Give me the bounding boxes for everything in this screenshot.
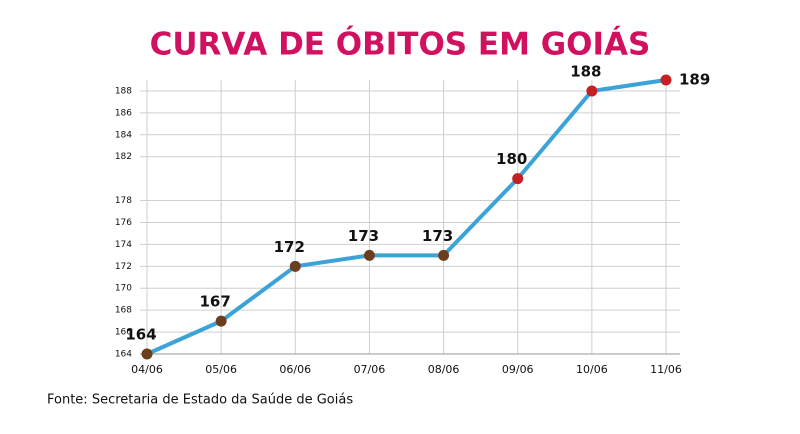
y-tick-label: 186 (115, 108, 132, 118)
data-label: 189 (679, 71, 710, 89)
y-tick-label: 178 (115, 196, 132, 206)
data-label: 164 (125, 326, 156, 344)
y-tick-label: 188 (115, 86, 132, 96)
x-tick-label: 06/06 (279, 363, 311, 376)
y-tick-label: 166 (115, 328, 132, 338)
y-tick-label: 168 (115, 306, 132, 316)
data-point (141, 348, 153, 360)
y-tick-label: 174 (115, 240, 132, 250)
chart-title: CURVA DE ÓBITOS EM GOIÁS (150, 26, 651, 63)
y-tick-label: 176 (115, 218, 132, 228)
x-tick-label: 04/06 (131, 363, 163, 376)
x-tick-label: 11/06 (650, 363, 682, 376)
data-point (438, 249, 450, 261)
data-point (660, 74, 672, 86)
data-point (586, 85, 598, 97)
data-label: 167 (199, 293, 230, 311)
data-label: 173 (422, 227, 453, 245)
data-label: 172 (274, 238, 305, 256)
source-note: Fonte: Secretaria de Estado da Saúde de … (47, 393, 353, 408)
x-tick-label: 10/06 (576, 363, 608, 376)
data-point (289, 260, 301, 272)
data-point (215, 315, 227, 327)
y-tick-label: 184 (115, 130, 132, 140)
y-tick-label: 182 (115, 152, 132, 162)
y-tick-label: 172 (115, 262, 132, 272)
x-tick-label: 05/06 (205, 363, 237, 376)
data-label: 180 (496, 150, 527, 168)
data-label: 173 (348, 227, 379, 245)
data-point (363, 249, 375, 261)
data-point (512, 173, 524, 185)
x-tick-label: 08/06 (428, 363, 460, 376)
data-line (146, 78, 667, 356)
x-tick-label: 07/06 (354, 363, 386, 376)
data-label: 188 (570, 62, 601, 80)
x-tick-label: 09/06 (502, 363, 534, 376)
y-tick-label: 170 (115, 284, 132, 294)
y-tick-label: 164 (115, 350, 132, 360)
